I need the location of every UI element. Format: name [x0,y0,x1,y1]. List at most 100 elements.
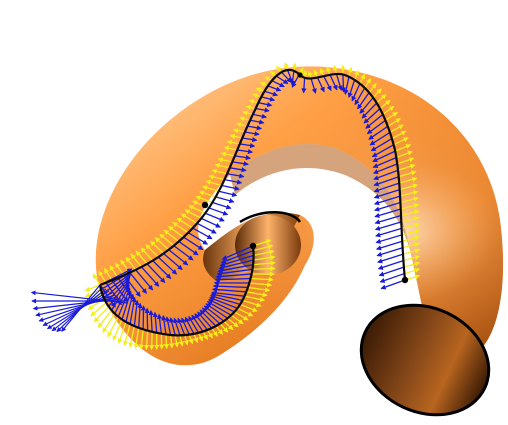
blue-vector [247,125,263,131]
yellow-vector [234,311,249,321]
blue-vector [211,290,245,297]
blue-vector [177,317,186,336]
blue-vector [371,144,394,158]
yellow-vector [398,170,417,178]
blue-vector [335,73,343,91]
blue-vector [214,277,251,283]
yellow-vector [149,331,155,351]
yellow-vector [248,98,259,105]
yellow-vector [206,329,213,339]
yellow-vector [359,73,366,84]
blue-vector [340,74,346,93]
blue-vector [212,201,232,210]
blue-vector [375,240,403,251]
yellow-vector [397,163,416,171]
yellow-vector [399,183,419,191]
yellow-vector [391,130,407,140]
blue-vector [196,222,217,234]
yellow-vector [403,261,421,268]
blue-vector [192,227,213,240]
yellow-vector [202,185,219,192]
yellow-vector [188,205,206,214]
blue-vector [129,296,137,325]
blue-vector [242,136,258,143]
yellow-vector [397,157,415,165]
blue-vector [215,273,252,280]
blue-vector [141,266,160,287]
blue-vector [152,260,172,279]
yellow-vector [205,179,222,187]
yellow-vector [403,254,421,262]
blue-vector [173,317,181,336]
yellow-vector [93,306,110,323]
yellow-vector [399,190,419,197]
yellow-vector [401,229,421,236]
blue-vector [343,76,350,95]
yellow-vector [239,116,251,122]
yellow-vector [229,133,243,139]
yellow-vector [264,76,273,82]
yellow-vector [135,250,148,265]
blue-vector [232,161,249,167]
yellow-vector [284,62,290,71]
blue-vector [208,207,229,216]
yellow-vector [145,244,159,258]
yellow-vector [219,323,229,333]
tube-surface [95,66,504,417]
yellow-vector [163,229,180,243]
yellow-vector [125,256,137,271]
yellow-vector [180,213,198,224]
yellow-vector [307,70,313,79]
blue-vector [237,148,254,155]
yellow-vector [291,62,297,71]
blue-vector [368,125,389,140]
yellow-vector [84,284,101,292]
yellow-vector [102,313,116,334]
yellow-vector [188,334,194,345]
yellow-vector [197,332,203,342]
yellow-vector [379,99,391,110]
blue-vector [221,184,240,191]
blue-vector [144,307,150,331]
curve-point-1 [201,201,209,209]
blue-vector [377,260,404,270]
yellow-vector [140,247,154,262]
blue-vector [378,266,405,277]
blue-vector [380,279,406,290]
yellow-vector [353,69,359,81]
yellow-vector [252,93,262,99]
yellow-vector [302,69,308,78]
yellow-vector [347,66,353,77]
yellow-vector [211,327,218,337]
blue-vector [38,294,116,322]
blue-vector [252,113,268,119]
blue-vector [201,217,221,228]
blue-vector [215,196,235,204]
yellow-vector [193,333,199,344]
blue-vector [239,142,256,149]
yellow-vector [198,190,216,198]
blue-vector [373,176,399,187]
yellow-vector [253,260,276,266]
blue-vector [184,316,195,335]
blue-vector [357,92,370,110]
blue-vector [264,90,279,97]
blue-vector [258,102,273,108]
yellow-vector [368,82,377,93]
blue-vector [376,247,403,257]
yellow-vector [393,137,409,146]
yellow-vector [107,316,119,338]
yellow-vector [394,144,412,152]
blue-vector [316,77,325,93]
yellow-vector [402,241,421,249]
blue-vector [205,303,228,319]
blue-vector [133,299,140,327]
blue-vector [205,212,225,222]
blue-vector [310,78,317,94]
blue-vector [217,264,254,273]
blue-vector [42,292,113,326]
yellow-vector [249,282,273,288]
yellow-vector [232,128,245,134]
